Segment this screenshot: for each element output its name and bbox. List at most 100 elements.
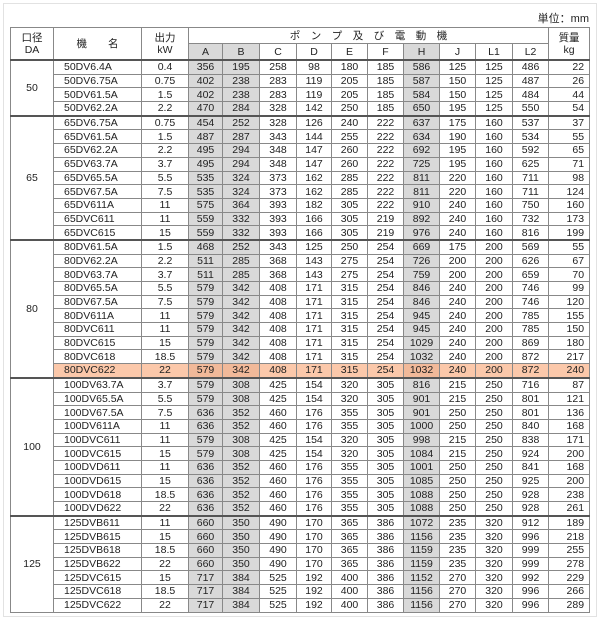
dim-h-cell: 1156 — [403, 529, 440, 545]
dim-d-cell: 142 — [296, 101, 332, 117]
power-cell: 18.5 — [141, 349, 189, 365]
dim-f-cell: 254 — [367, 253, 404, 269]
mass-cell: 173 — [548, 211, 591, 227]
dim-a-cell: 660 — [188, 529, 223, 545]
dim-l2-cell: 928 — [511, 487, 550, 502]
dim-j-cell: 240 — [439, 363, 476, 379]
dim-l1-cell: 125 — [475, 59, 513, 75]
dim-f-cell: 254 — [367, 335, 404, 351]
table-row: 65 65DV6.75A 0.75 454 252 328 126 240 222 637 175 1… — [10, 114, 591, 241]
model-cell: 80DV611A — [53, 308, 142, 324]
table-row: 80 80DV61.5A 1.5 468 252 343 125 250 254 669 175 20… — [10, 238, 591, 379]
dim-h-cell: 586 — [403, 59, 440, 75]
dim-d-cell: 170 — [296, 529, 332, 545]
dim-f-cell: 386 — [367, 529, 404, 545]
dim-j-cell: 200 — [439, 253, 476, 269]
dim-d-cell: 143 — [296, 267, 332, 282]
mass-cell: 160 — [548, 197, 591, 213]
dim-h-cell: 945 — [403, 308, 440, 324]
dim-l2-cell: 928 — [511, 500, 550, 517]
mass-cell: 124 — [548, 184, 591, 199]
table-row: 125DVC615 15 717 384 525 192 400 386 1152 270 320 9… — [11, 570, 591, 586]
dim-c-cell: 425 — [259, 432, 297, 448]
model-cell: 100DV65.5A — [53, 391, 142, 407]
dim-c-cell: 393 — [259, 211, 297, 227]
dim-c-cell: 283 — [259, 87, 297, 103]
dim-e-cell: 285 — [331, 184, 368, 199]
dim-a-cell: 579 — [188, 446, 223, 461]
dim-a-cell: 636 — [188, 459, 223, 475]
dim-b-cell: 294 — [222, 156, 260, 172]
dim-l1-cell: 200 — [475, 267, 513, 282]
dim-a-cell: 470 — [188, 101, 223, 117]
dim-b-cell: 285 — [222, 267, 260, 282]
dim-d-cell: 154 — [296, 376, 332, 393]
dim-e-cell: 240 — [331, 114, 368, 131]
dim-j-cell: 240 — [439, 225, 476, 241]
dim-f-cell: 185 — [367, 59, 404, 75]
header-dim-j: J — [439, 43, 476, 61]
dim-l1-cell: 250 — [475, 391, 513, 407]
dim-b-cell: 350 — [222, 556, 260, 572]
dim-h-cell: 1159 — [403, 543, 440, 558]
header-dim-l1: L1 — [475, 43, 513, 61]
dim-l1-cell: 200 — [475, 308, 513, 324]
model-cell: 65DV63.7A — [53, 156, 142, 172]
dim-f-cell: 254 — [367, 349, 404, 365]
power-cell: 11 — [141, 197, 189, 213]
dim-d-cell: 171 — [296, 335, 332, 351]
dim-l1-cell: 200 — [475, 335, 513, 351]
dim-b-cell: 238 — [222, 87, 260, 103]
dim-c-cell: 460 — [259, 473, 297, 489]
dim-a-cell: 579 — [188, 376, 223, 393]
table-row: 50 50DV6.4A 0.4 356 195 258 98 180 185 586 125 125 4… — [10, 59, 591, 117]
dim-l2-cell: 750 — [511, 197, 550, 213]
dim-a-cell: 402 — [188, 87, 223, 103]
dim-b-cell: 350 — [222, 543, 260, 558]
da-cell: 100 — [10, 376, 54, 517]
model-cell: 125DVB611 — [53, 514, 142, 531]
dim-l2-cell: 912 — [511, 514, 550, 531]
dim-h-cell: 1032 — [403, 363, 440, 379]
dim-a-cell: 468 — [188, 238, 223, 255]
dim-l1-cell: 160 — [475, 211, 513, 227]
dim-c-cell: 373 — [259, 184, 297, 199]
mass-cell: 26 — [548, 73, 591, 89]
power-cell: 11 — [141, 432, 189, 448]
table-row: 125 125DVB611 11 660 350 490 170 365 386 1072 235 3… — [10, 514, 591, 613]
dim-d-cell: 147 — [296, 156, 332, 172]
dim-f-cell: 222 — [367, 170, 404, 186]
power-cell: 15 — [141, 335, 189, 351]
model-cell: 100DVD618 — [53, 487, 142, 502]
dim-h-cell: 1084 — [403, 446, 440, 461]
dim-l1-cell: 160 — [475, 114, 513, 131]
power-cell: 5.5 — [141, 281, 189, 296]
dim-l2-cell: 626 — [511, 253, 550, 269]
model-cell: 125DVC615 — [53, 570, 142, 586]
dim-a-cell: 579 — [188, 391, 223, 407]
dim-a-cell: 636 — [188, 418, 223, 434]
dim-j-cell: 215 — [439, 432, 476, 448]
dim-l2-cell: 869 — [511, 335, 550, 351]
table-row: 100DVC611 11 579 308 425 154 320 305 998 215 250 83… — [11, 432, 591, 448]
dim-e-cell: 355 — [331, 459, 368, 475]
da-cell: 50 — [10, 59, 54, 117]
dim-c-cell: 425 — [259, 376, 297, 393]
dim-d-cell: 162 — [296, 184, 332, 199]
dim-l1-cell: 160 — [475, 184, 513, 199]
mass-cell: 71 — [548, 156, 591, 172]
dim-d-cell: 154 — [296, 391, 332, 407]
dim-e-cell: 250 — [331, 238, 368, 255]
dim-d-cell: 176 — [296, 487, 332, 502]
dim-h-cell: 811 — [403, 184, 440, 199]
dim-j-cell: 220 — [439, 170, 476, 186]
dim-a-cell: 579 — [188, 335, 223, 351]
dim-l1-cell: 160 — [475, 225, 513, 241]
dim-f-cell: 386 — [367, 570, 404, 586]
dim-c-cell: 460 — [259, 405, 297, 420]
dim-l2-cell: 592 — [511, 143, 550, 158]
dim-f-cell: 222 — [367, 129, 404, 145]
dim-e-cell: 250 — [331, 101, 368, 117]
dim-f-cell: 305 — [367, 391, 404, 407]
dim-h-cell: 759 — [403, 267, 440, 282]
